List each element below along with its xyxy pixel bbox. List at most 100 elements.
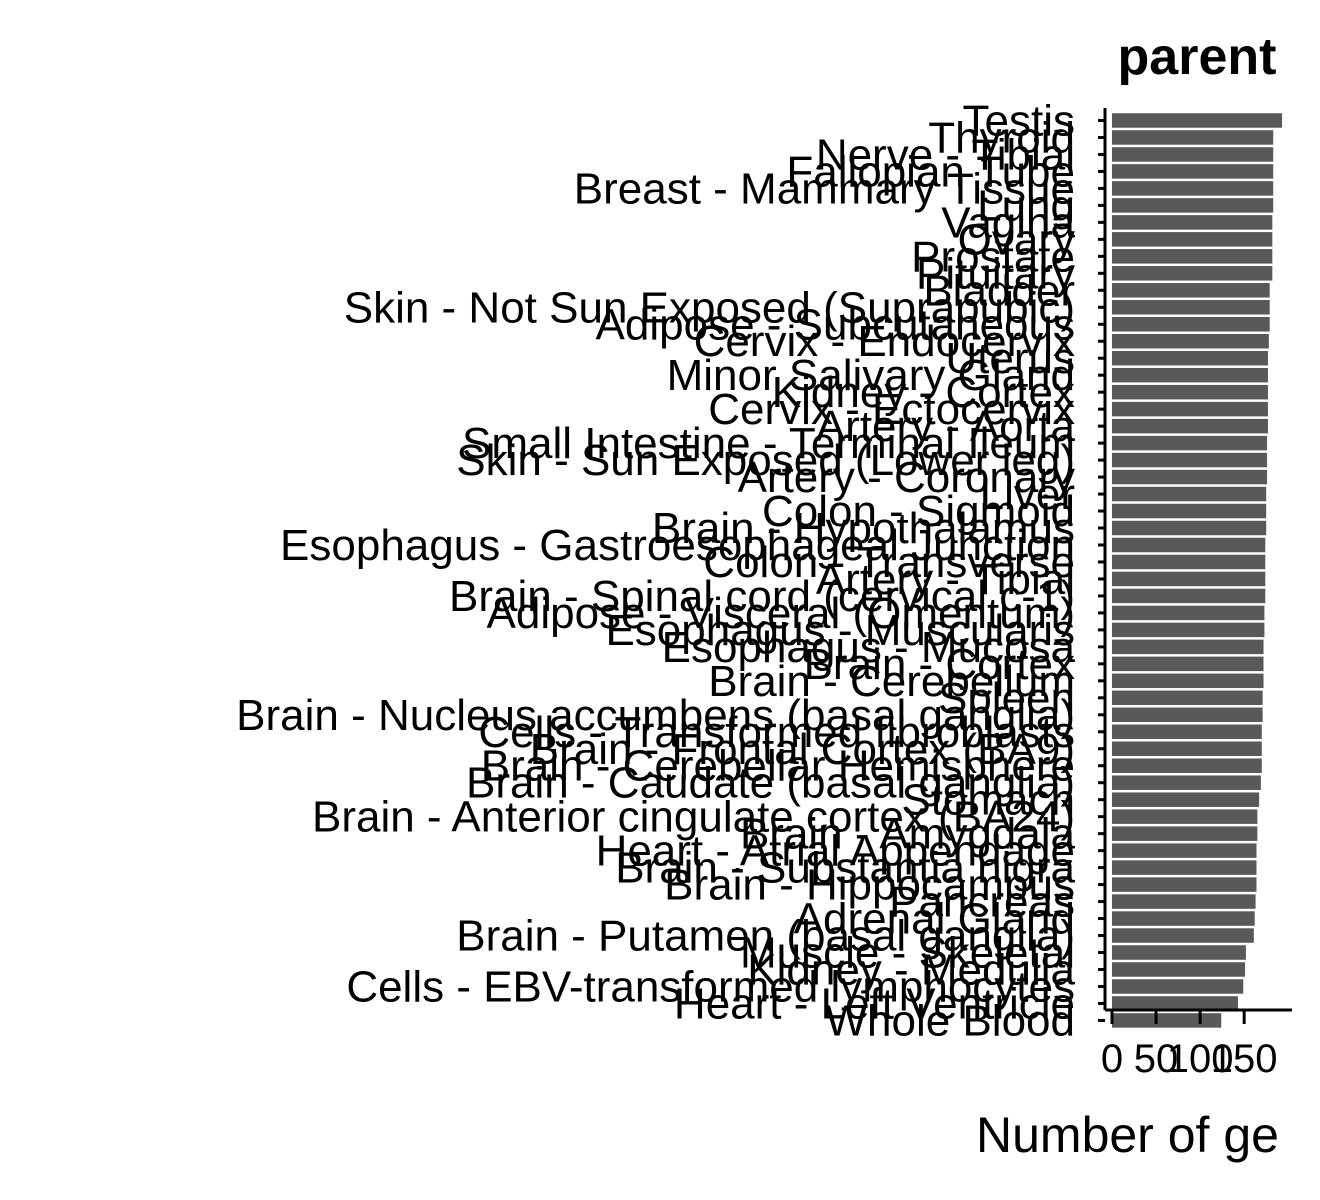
y-tick-label: Esophagus - Gastroesophageal Junction xyxy=(280,521,1075,570)
y-tick-label: Breast - Mammary Tissue xyxy=(574,164,1075,213)
x-tick-label: 0 xyxy=(1101,1037,1123,1081)
y-tick-label: Artery - Tibial xyxy=(816,555,1075,604)
y-tick-label: Brain - Frontal Cortex (BA9) xyxy=(530,725,1075,774)
bar xyxy=(1112,826,1258,841)
y-tick-label: Ovary xyxy=(958,215,1075,264)
y-tick-label: Brain - Cortex xyxy=(804,640,1075,689)
bar xyxy=(1112,317,1270,332)
bar xyxy=(1112,707,1263,723)
x-tick-label: 150 xyxy=(1211,1037,1278,1081)
x-axis-title: Number of ge xyxy=(976,1107,1279,1163)
y-tick-label: Heart - Left Ventricle xyxy=(674,979,1075,1028)
bar xyxy=(1112,894,1256,909)
y-tick-label: Brain - Amygdala xyxy=(740,810,1076,859)
bar xyxy=(1112,130,1274,145)
y-tick-label: Nerve - Tibial xyxy=(816,130,1075,179)
bar xyxy=(1112,673,1264,689)
bar xyxy=(1112,232,1273,247)
bar xyxy=(1112,962,1246,977)
bar xyxy=(1112,147,1274,162)
y-tick-label: Skin - Not Sun Exposed (Suprapubic) xyxy=(344,283,1075,332)
bar xyxy=(1112,741,1262,756)
y-tick-label: Brain - Cerebellar Hemisphere xyxy=(481,742,1075,791)
bar xyxy=(1112,452,1268,468)
facet-title: parent xyxy=(1118,28,1277,86)
y-tick-label: Stomach xyxy=(901,776,1075,825)
y-tick-label: Artery - Coronary xyxy=(738,453,1075,502)
bar xyxy=(1112,384,1268,400)
y-tick-label: Cells - Transformed fibroblasts xyxy=(478,708,1075,757)
y-tick-label: Uterus xyxy=(945,334,1075,383)
y-tick-label: Fallopian Tube xyxy=(786,147,1075,196)
y-tick-label: Vagina xyxy=(941,198,1075,247)
y-tick-label: Colon - Sigmoid xyxy=(762,487,1075,536)
bar xyxy=(1112,300,1270,315)
y-tick-label: Heart - Atrial Appendage xyxy=(596,827,1075,876)
bar xyxy=(1112,266,1273,281)
bar xyxy=(1112,775,1261,790)
y-tick-label: Adipose - Visceral (Omentum) xyxy=(487,589,1076,638)
y-tick-label: Cervix - Ectocervix xyxy=(708,385,1075,434)
bar xyxy=(1112,283,1270,298)
bar xyxy=(1112,350,1268,366)
bar xyxy=(1112,469,1268,485)
bar xyxy=(1112,435,1268,451)
bar xyxy=(1112,486,1267,502)
y-tick-label: Brain - Caudate (basal ganglia) xyxy=(466,759,1075,808)
y-tick-label: Kidney - Medulla xyxy=(747,945,1075,994)
y-tick-label: Adipose - Subcutaneous xyxy=(596,300,1075,349)
bar xyxy=(1112,724,1262,740)
bar xyxy=(1112,911,1255,926)
y-tick-label: Muscle - Skeletal xyxy=(740,929,1075,978)
y-tick-label: Prostate xyxy=(911,232,1075,281)
y-tick-label: Artery - Aorta xyxy=(816,402,1076,451)
bar xyxy=(1112,996,1238,1011)
y-tick-label: Bladder xyxy=(923,266,1075,315)
bar xyxy=(1112,520,1267,536)
bar xyxy=(1112,181,1274,196)
bar xyxy=(1112,418,1268,434)
y-tick-label: Small Intestine - Terminal Ileum xyxy=(462,419,1075,468)
bar xyxy=(1112,198,1274,213)
y-tick-label: Minor Salivary Gland xyxy=(667,351,1075,400)
bar xyxy=(1112,503,1267,519)
bar xyxy=(1112,860,1257,875)
y-tick-label: Skin - Sun Exposed (Lower leg) xyxy=(456,436,1075,485)
bar xyxy=(1112,401,1268,417)
bars-layer xyxy=(1112,113,1283,1028)
bar xyxy=(1112,113,1283,128)
bar xyxy=(1112,928,1254,943)
bar xyxy=(1112,979,1244,994)
bar xyxy=(1112,622,1265,638)
y-tick-label: Pituitary xyxy=(916,249,1075,298)
bar xyxy=(1112,792,1260,807)
y-tick-label: Brain - Putamen (basal ganglia) xyxy=(456,912,1075,961)
bar xyxy=(1112,1013,1222,1028)
bar xyxy=(1112,215,1273,230)
bar xyxy=(1112,877,1257,892)
y-tick-label: Brain - Nucleus accumbens (basal ganglia… xyxy=(236,691,1075,740)
bar xyxy=(1112,639,1264,655)
y-tick-label: Brain - Hypothalamus xyxy=(652,504,1075,553)
bar xyxy=(1112,945,1246,960)
bar xyxy=(1112,690,1263,706)
bar xyxy=(1112,758,1262,773)
bar xyxy=(1112,367,1268,383)
bar xyxy=(1112,843,1257,858)
bar xyxy=(1112,809,1258,824)
y-tick-label: Kidney - Cortex xyxy=(772,368,1075,417)
y-tick-label: Brain - Spinal cord (cervical c-1) xyxy=(449,572,1075,621)
y-tick-label: Brain - Hippocampus xyxy=(664,861,1075,910)
bar xyxy=(1112,333,1269,349)
y-tick-label: Liver xyxy=(980,470,1075,519)
bar xyxy=(1112,164,1274,179)
y-tick-label: Esophagus - Mucosa xyxy=(662,623,1076,672)
y-tick-label: Brain - Cerebellum xyxy=(708,657,1075,706)
bar xyxy=(1112,605,1265,621)
y-tick-label: Brain - Substantia nigra xyxy=(615,844,1075,893)
y-tick-label: Colon - Transverse xyxy=(703,538,1075,587)
